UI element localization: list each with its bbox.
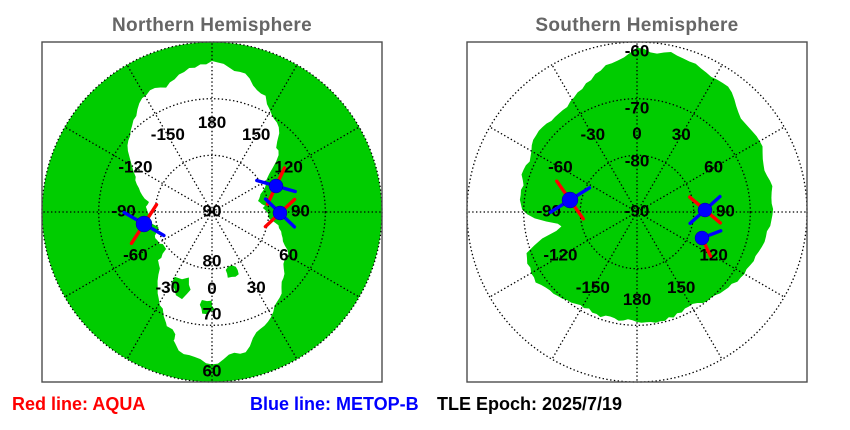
svg-text:-120: -120 bbox=[543, 246, 577, 265]
svg-text:60: 60 bbox=[203, 361, 222, 380]
svg-text:70: 70 bbox=[203, 304, 222, 323]
svg-text:-60: -60 bbox=[548, 157, 573, 176]
svg-text:-60: -60 bbox=[123, 246, 148, 265]
svg-text:0: 0 bbox=[207, 279, 216, 298]
svg-text:30: 30 bbox=[672, 125, 691, 144]
svg-text:150: 150 bbox=[242, 125, 270, 144]
svg-text:-30: -30 bbox=[156, 278, 181, 297]
svg-text:-90: -90 bbox=[536, 201, 561, 220]
svg-text:90: 90 bbox=[716, 201, 735, 220]
svg-text:-90: -90 bbox=[625, 201, 650, 220]
svg-text:-150: -150 bbox=[576, 278, 610, 297]
svg-text:60: 60 bbox=[279, 246, 298, 265]
svg-text:0: 0 bbox=[632, 124, 641, 143]
svg-text:90: 90 bbox=[203, 201, 222, 220]
svg-text:120: 120 bbox=[699, 246, 727, 265]
svg-text:150: 150 bbox=[667, 278, 695, 297]
svg-text:60: 60 bbox=[704, 157, 723, 176]
svg-text:180: 180 bbox=[198, 113, 226, 132]
svg-text:-70: -70 bbox=[625, 99, 650, 118]
svg-text:-120: -120 bbox=[118, 157, 152, 176]
svg-text:-30: -30 bbox=[581, 125, 606, 144]
svg-text:80: 80 bbox=[203, 252, 222, 271]
svg-text:90: 90 bbox=[291, 201, 310, 220]
svg-text:-150: -150 bbox=[151, 125, 185, 144]
svg-text:-80: -80 bbox=[625, 151, 650, 170]
svg-text:30: 30 bbox=[247, 278, 266, 297]
svg-text:180: 180 bbox=[623, 290, 651, 309]
svg-text:120: 120 bbox=[274, 157, 302, 176]
svg-text:-60: -60 bbox=[625, 42, 650, 61]
